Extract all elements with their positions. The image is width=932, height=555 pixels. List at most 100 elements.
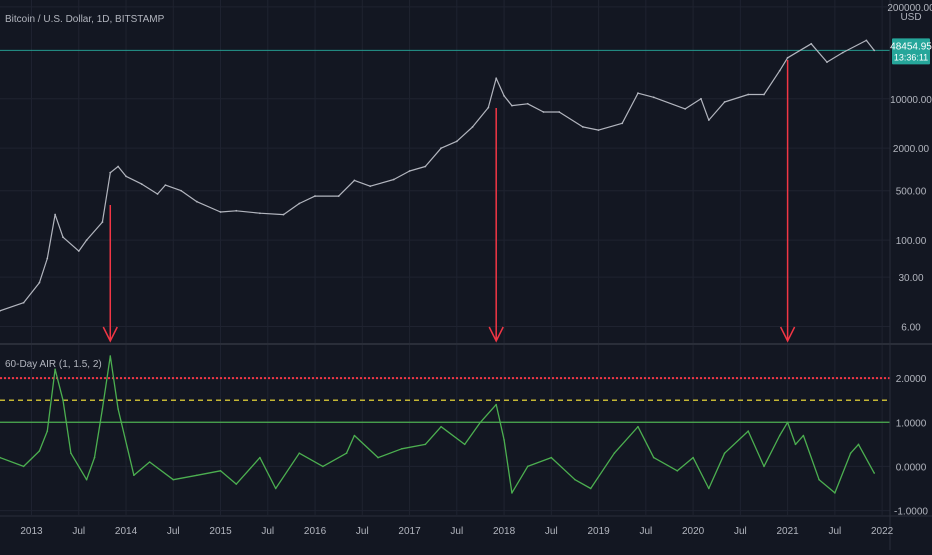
indicator-point[interactable] <box>109 355 112 357</box>
indicator-point[interactable] <box>550 456 553 459</box>
price-point[interactable] <box>424 165 427 168</box>
indicator-point[interactable] <box>22 465 25 468</box>
price-point[interactable] <box>282 213 285 216</box>
price-point[interactable] <box>826 61 828 64</box>
indicator-point[interactable] <box>818 478 820 481</box>
price-point[interactable] <box>495 77 498 80</box>
price-pane[interactable] <box>0 39 890 343</box>
indicator-point[interactable] <box>377 456 379 459</box>
indicator-point[interactable] <box>196 474 198 477</box>
price-point[interactable] <box>117 165 120 168</box>
indicator-point[interactable] <box>133 474 135 477</box>
price-point[interactable] <box>700 97 702 100</box>
price-point[interactable] <box>164 184 167 187</box>
indicator-point[interactable] <box>274 487 277 490</box>
indicator-point[interactable] <box>345 452 348 454</box>
price-point[interactable] <box>101 221 104 223</box>
price-point[interactable] <box>125 175 127 178</box>
indicator-point[interactable] <box>786 421 789 424</box>
indicator-point[interactable] <box>93 456 96 459</box>
price-point[interactable] <box>581 126 584 128</box>
price-point[interactable] <box>637 92 639 95</box>
indicator-point[interactable] <box>849 452 852 454</box>
price-point[interactable] <box>707 119 710 121</box>
indicator-point[interactable] <box>70 452 72 454</box>
price-point[interactable] <box>62 236 64 239</box>
price-point[interactable] <box>526 102 529 105</box>
indicator-point[interactable] <box>259 456 261 459</box>
indicator-point[interactable] <box>637 425 639 428</box>
price-point[interactable] <box>455 140 458 143</box>
indicator-point[interactable] <box>574 478 576 481</box>
indicator-point[interactable] <box>778 434 781 437</box>
price-point[interactable] <box>408 170 411 172</box>
indicator-point[interactable] <box>652 456 655 459</box>
indicator-point[interactable] <box>0 456 1 459</box>
indicator-point[interactable] <box>589 487 592 490</box>
indicator-point[interactable] <box>62 399 64 401</box>
indicator-point[interactable] <box>708 487 710 490</box>
indicator-point[interactable] <box>117 408 119 410</box>
indicator-point[interactable] <box>322 465 324 468</box>
indicator-point[interactable] <box>873 472 876 474</box>
indicator-point[interactable] <box>692 456 694 459</box>
price-point[interactable] <box>621 122 624 125</box>
price-point[interactable] <box>503 94 505 97</box>
indicator-point[interactable] <box>526 465 529 468</box>
price-point[interactable] <box>22 301 25 304</box>
price-point[interactable] <box>392 178 395 181</box>
indicator-point[interactable] <box>763 465 765 468</box>
price-point[interactable] <box>511 104 513 107</box>
indicator-point[interactable] <box>747 430 750 432</box>
price-point[interactable] <box>597 129 600 132</box>
indicator-point[interactable] <box>723 452 726 454</box>
price-point[interactable] <box>841 51 844 54</box>
price-point[interactable] <box>652 96 655 99</box>
price-point[interactable] <box>810 42 813 45</box>
indicator-point[interactable] <box>235 483 238 485</box>
price-point[interactable] <box>140 183 143 186</box>
price-point[interactable] <box>298 202 301 205</box>
price-point[interactable] <box>77 250 80 252</box>
indicator-pane[interactable] <box>0 355 890 494</box>
indicator-point[interactable] <box>85 478 88 481</box>
indicator-point[interactable] <box>495 403 497 406</box>
price-point[interactable] <box>46 257 49 260</box>
indicator-point[interactable] <box>219 470 222 472</box>
indicator-point[interactable] <box>676 470 679 472</box>
indicator-point[interactable] <box>298 452 301 454</box>
price-point[interactable] <box>778 69 781 72</box>
price-point[interactable] <box>487 106 490 109</box>
indicator-point[interactable] <box>38 450 41 452</box>
indicator-point[interactable] <box>148 461 151 463</box>
price-point[interactable] <box>353 179 356 182</box>
price-point[interactable] <box>38 281 41 284</box>
indicator-point[interactable] <box>46 430 49 432</box>
price-point[interactable] <box>180 189 183 192</box>
price-point[interactable] <box>763 93 765 96</box>
price-point[interactable] <box>471 126 474 128</box>
price-point[interactable] <box>747 93 750 96</box>
price-point[interactable] <box>0 309 1 312</box>
price-point[interactable] <box>235 209 238 212</box>
price-point[interactable] <box>786 56 789 59</box>
indicator-point[interactable] <box>834 492 836 494</box>
price-point[interactable] <box>54 213 57 216</box>
price-point[interactable] <box>314 195 316 197</box>
price-point[interactable] <box>542 111 545 113</box>
price-point[interactable] <box>337 195 340 197</box>
indicator-point[interactable] <box>511 492 513 494</box>
indicator-point[interactable] <box>400 447 403 450</box>
price-point[interactable] <box>369 185 372 188</box>
price-point[interactable] <box>865 39 868 42</box>
indicator-point[interactable] <box>353 434 356 437</box>
indicator-point[interactable] <box>802 434 805 437</box>
price-point[interactable] <box>196 200 198 203</box>
price-point[interactable] <box>558 111 561 113</box>
indicator-point[interactable] <box>503 439 505 441</box>
indicator-point[interactable] <box>857 443 860 446</box>
indicator-point[interactable] <box>101 408 104 410</box>
indicator-point[interactable] <box>424 443 427 446</box>
price-point[interactable] <box>156 193 159 195</box>
price-point[interactable] <box>440 147 442 150</box>
